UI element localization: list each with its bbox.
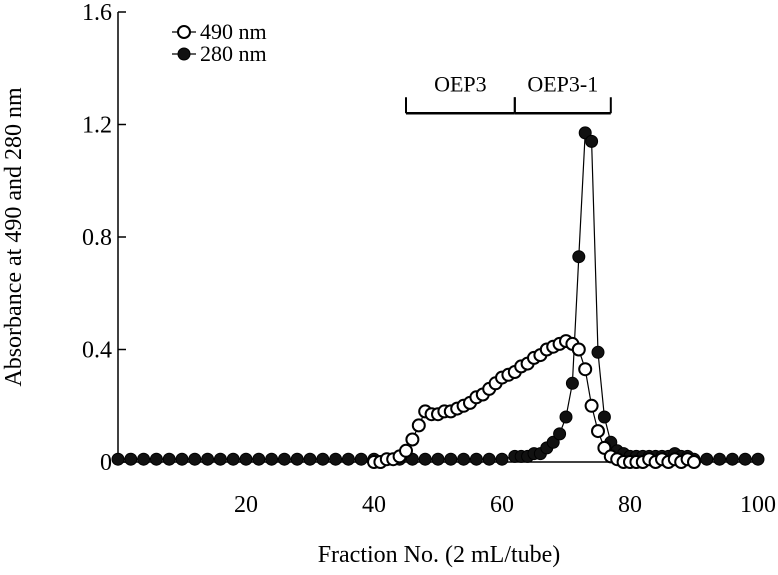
- x-axis-ticks: 20 40 60 80 100: [234, 454, 776, 518]
- legend-label-280: 280 nm: [200, 41, 267, 66]
- point-280nm: [738, 452, 752, 466]
- point-280nm: [559, 410, 573, 424]
- point-280nm: [226, 452, 240, 466]
- point-490nm: [578, 362, 593, 377]
- point-280nm: [572, 250, 586, 264]
- legend-marker-490: [177, 25, 191, 39]
- point-280nm: [303, 452, 317, 466]
- x-tick-label: 40: [362, 492, 386, 518]
- point-280nm: [585, 134, 599, 148]
- x-tick-label: 100: [740, 492, 776, 518]
- point-280nm: [341, 452, 355, 466]
- point-280nm: [201, 452, 215, 466]
- y-tick-label: 0: [100, 450, 112, 476]
- point-280nm: [751, 452, 765, 466]
- y-axis-ticks: 0 0.4 0.8 1.2 1.6: [82, 0, 126, 476]
- y-tick-label: 1.2: [82, 113, 112, 139]
- series-points: [111, 126, 765, 469]
- point-280nm: [149, 452, 163, 466]
- y-tick-label: 1.6: [82, 0, 112, 26]
- point-280nm: [591, 345, 605, 359]
- point-280nm: [162, 452, 176, 466]
- point-280nm: [111, 452, 125, 466]
- point-490nm: [571, 342, 586, 357]
- legend-marker-280: [177, 47, 191, 61]
- y-axis-label: Absorbance at 490 and 280 nm: [1, 87, 27, 387]
- point-280nm: [444, 452, 458, 466]
- point-280nm: [495, 452, 509, 466]
- point-280nm: [553, 427, 567, 441]
- point-280nm: [713, 452, 727, 466]
- x-tick-label: 60: [490, 492, 514, 518]
- x-tick-label: 20: [234, 492, 258, 518]
- point-490nm: [399, 443, 413, 458]
- point-490nm: [584, 398, 599, 413]
- point-280nm: [329, 452, 343, 466]
- legend-item-490: 490 nm: [172, 19, 267, 44]
- bracket-label: OEP3-1: [527, 71, 598, 96]
- point-280nm: [188, 452, 202, 466]
- point-280nm: [137, 452, 151, 466]
- point-280nm: [252, 452, 266, 466]
- point-490nm: [591, 424, 605, 439]
- point-280nm: [469, 452, 483, 466]
- legend-label-490: 490 nm: [200, 19, 267, 44]
- x-tick-label: 80: [618, 492, 642, 518]
- point-280nm: [124, 452, 138, 466]
- point-280nm: [213, 452, 227, 466]
- point-280nm: [290, 452, 304, 466]
- y-tick-label: 0.8: [82, 225, 112, 251]
- point-490nm: [687, 455, 701, 469]
- point-280nm: [597, 410, 611, 424]
- point-280nm: [418, 452, 432, 466]
- fraction-pool-brackets: OEP3 OEP3-1: [405, 71, 612, 115]
- point-280nm: [457, 452, 471, 466]
- point-280nm: [265, 452, 279, 466]
- point-280nm: [316, 452, 330, 466]
- point-280nm: [431, 452, 445, 466]
- plot-area: 0 0.4 0.8 1.2 1.6 20 40 60 80 100 OEP3 OEP3-1: [82, 0, 776, 518]
- point-280nm: [175, 452, 189, 466]
- y-tick-label: 0.4: [82, 338, 112, 364]
- legend: 490 nm 280 nm: [172, 19, 267, 66]
- point-280nm: [565, 376, 579, 390]
- point-490nm: [411, 418, 426, 433]
- point-280nm: [277, 452, 291, 466]
- point-280nm: [354, 452, 368, 466]
- point-280nm: [725, 452, 739, 466]
- point-280nm: [239, 452, 253, 466]
- bracket-label: OEP3: [434, 71, 487, 96]
- point-280nm: [482, 452, 496, 466]
- point-280nm: [700, 452, 714, 466]
- point-490nm: [405, 432, 420, 447]
- legend-item-280: 280 nm: [172, 41, 267, 66]
- x-axis-label: Fraction No. (2 mL/tube): [318, 542, 561, 568]
